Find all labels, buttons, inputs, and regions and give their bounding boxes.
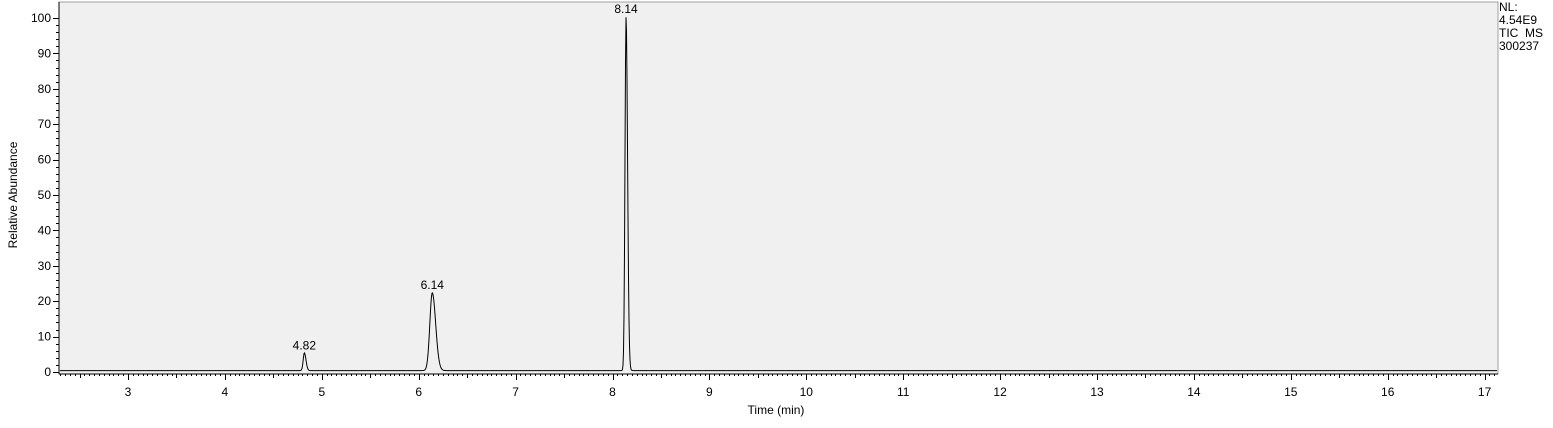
x-tick-label: 14 (1187, 385, 1201, 399)
x-tick-label: 7 (512, 385, 519, 399)
y-tick-label: 80 (38, 82, 52, 96)
nl-label: NL: (1499, 0, 1518, 14)
y-axis-title: Relative Abundance (6, 141, 20, 248)
x-tick-label: 3 (125, 385, 132, 399)
y-axis: 0 10 20 30 40 50 60 70 80 90 100 (31, 2, 60, 379)
y-tick-label: 70 (38, 117, 52, 131)
y-tick-label: 60 (38, 153, 52, 167)
nl-value: 4.54E9 (1499, 13, 1538, 27)
plot-area (58, 1, 1499, 375)
x-tick-label: 15 (1284, 385, 1298, 399)
scan-info: NL: 4.54E9 TIC MS 300237 (1499, 1, 1543, 53)
scan-type: TIC MS (1499, 26, 1543, 40)
x-tick-label: 5 (318, 385, 325, 399)
peak-labels: 4.82 6.14 8.14 (293, 2, 638, 352)
y-tick-label: 30 (38, 259, 52, 273)
x-tick-label: 17 (1478, 385, 1492, 399)
x-tick-label: 4 (222, 385, 229, 399)
x-axis-title: Time (min) (748, 403, 805, 417)
y-tick-label: 40 (38, 223, 52, 237)
x-tick-label: 12 (993, 385, 1007, 399)
x-tick-label: 16 (1381, 385, 1395, 399)
x-tick-label: 6 (415, 385, 422, 399)
x-tick-label: 13 (1090, 385, 1104, 399)
x-tick-label: 8 (609, 385, 616, 399)
y-tick-label: 10 (38, 330, 52, 344)
x-axis: 3 4 5 6 7 8 9 10 11 12 13 14 15 16 17 (59, 373, 1498, 399)
peak-label: 4.82 (293, 338, 317, 352)
x-tick-label: 9 (706, 385, 713, 399)
y-tick-label: 100 (31, 11, 51, 25)
x-tick-label: 11 (897, 385, 910, 399)
peak-label: 8.14 (614, 2, 638, 16)
y-tick-label: 20 (38, 294, 52, 308)
tic-trace (60, 17, 1497, 372)
sample-id: 300237 (1499, 39, 1540, 53)
y-tick-label: 0 (44, 365, 51, 379)
peak-label: 6.14 (421, 278, 445, 292)
y-tick-label: 90 (38, 46, 52, 60)
x-tick-label: 10 (800, 385, 814, 399)
y-tick-label: 50 (38, 188, 52, 202)
